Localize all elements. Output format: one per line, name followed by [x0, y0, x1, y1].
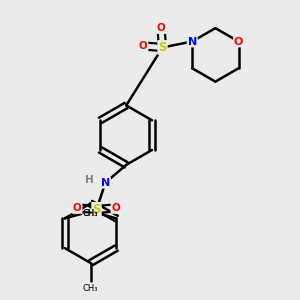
- Text: CH₃: CH₃: [83, 284, 98, 293]
- Text: CH₃: CH₃: [83, 209, 98, 218]
- Text: O: O: [139, 41, 148, 51]
- Text: N: N: [101, 178, 110, 188]
- Text: H: H: [85, 175, 93, 185]
- Text: S: S: [158, 41, 167, 54]
- Text: CH₃: CH₃: [82, 209, 98, 218]
- Text: O: O: [73, 203, 82, 213]
- Text: N: N: [188, 37, 197, 46]
- Text: O: O: [234, 37, 243, 46]
- Text: O: O: [111, 203, 120, 213]
- Text: S: S: [92, 203, 101, 216]
- Text: O: O: [157, 23, 165, 33]
